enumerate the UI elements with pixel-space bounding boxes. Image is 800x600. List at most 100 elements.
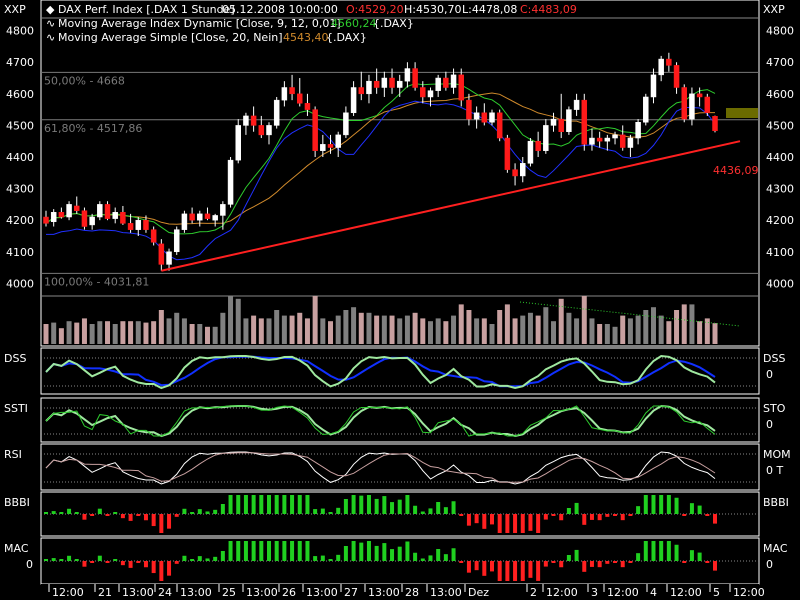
bbbi-bar (44, 512, 48, 514)
candle-body (643, 96, 649, 123)
macd-bar (566, 555, 571, 561)
volume-bar (204, 326, 210, 344)
macd-bar (44, 559, 48, 561)
x-tick-label: 13:00 (306, 586, 338, 599)
candle-body (212, 215, 218, 221)
volume-bar (89, 324, 95, 344)
macd-bar (382, 543, 387, 561)
candle-body (504, 137, 511, 170)
bbbi-bar (459, 514, 464, 516)
macd-bar (67, 555, 72, 561)
bbbi-bar (366, 495, 371, 514)
macd-bar (643, 541, 648, 561)
volume-bar (481, 318, 487, 344)
candle-body (527, 140, 534, 164)
candle-body (573, 99, 580, 110)
macd-bar (482, 561, 487, 576)
candle-body (458, 74, 464, 101)
macd-bar (74, 559, 79, 561)
volume-bar (343, 310, 349, 344)
bbbi-bar (67, 508, 72, 514)
volume-bar (404, 315, 410, 344)
panel-frame (40, 397, 760, 443)
bbbi-bar (259, 495, 264, 514)
macd-bar (636, 553, 641, 561)
bbbi-bar (82, 514, 87, 520)
bbbi-bar (713, 514, 717, 524)
volume-bar (566, 312, 572, 344)
candle-body (250, 115, 257, 126)
candle-body (396, 80, 403, 88)
macd-bar (597, 561, 602, 568)
y-tick-left: 4400 (6, 151, 34, 164)
x-tick-label: 12:00 (733, 586, 765, 599)
panel-value-right: 0 (766, 368, 773, 381)
volume-bar (497, 310, 503, 344)
volume-bar (58, 328, 64, 344)
volume-bar (289, 315, 295, 344)
macd-bar (343, 546, 348, 561)
bbbi-bar (51, 511, 56, 514)
candle-body (520, 163, 526, 177)
candle-body (558, 118, 564, 132)
volume-bar (74, 322, 80, 344)
y-tick-left: 4200 (6, 214, 34, 227)
macd-bar (190, 559, 195, 561)
volume-bar (166, 318, 172, 344)
macd-bar (97, 555, 102, 561)
indicator-panel: SSTI STO 0 (4, 397, 786, 443)
x-tick-label: 13:00 (180, 586, 212, 599)
x-tick-label: 4 (650, 586, 657, 599)
macd-bar (536, 561, 541, 581)
volume-bar (581, 296, 587, 344)
candle-body (566, 109, 572, 132)
panel-label-right: STO (763, 402, 786, 415)
bbbi-bar (282, 495, 287, 514)
bbbi-bar (313, 509, 318, 514)
bbbi-bar (574, 502, 579, 514)
x-tick-label: 21 (98, 586, 112, 599)
macd-bar (290, 541, 295, 561)
candle-body (619, 134, 626, 148)
bbbi-bar (497, 514, 502, 533)
y-tick-right: 4400 (766, 151, 794, 164)
volume-bar (412, 312, 418, 344)
candle-body (627, 137, 634, 148)
legend-ma-simple-symbol: {.DAX} (326, 31, 367, 44)
y-tick-left: 4500 (6, 119, 34, 132)
macd-bar (682, 561, 687, 563)
macd-bar (320, 555, 325, 561)
bbbi-bar (697, 505, 702, 514)
bbbi-bar (136, 514, 141, 516)
macd-bar (205, 558, 210, 561)
candle-body (443, 77, 449, 88)
candle-body (681, 87, 687, 120)
volume-bar (351, 307, 357, 344)
bbbi-bar (197, 509, 202, 514)
x-tick-label: 12:00 (52, 586, 84, 599)
candle-body (66, 204, 72, 218)
support-trendline (161, 140, 741, 272)
bbbi-bar (320, 508, 325, 514)
volume-bar (674, 310, 680, 344)
candle-body (158, 243, 165, 265)
volume-bar (489, 324, 495, 344)
bbbi-bar (190, 512, 195, 514)
x-tick-label: 28 (405, 586, 419, 599)
volume-bar (643, 310, 649, 344)
candle-body (481, 112, 488, 123)
macd-bar (328, 559, 333, 561)
macd-bar (505, 561, 510, 581)
macd-bar (513, 561, 518, 581)
volume-bar (551, 321, 557, 344)
volume-bar (612, 326, 618, 344)
macd-bar (366, 541, 371, 561)
macd-bar (666, 541, 671, 561)
macd-bar (267, 541, 271, 561)
bbbi-bar (490, 514, 494, 525)
bbbi-bar (451, 501, 456, 514)
bbbi-bar (113, 512, 118, 514)
macd-bar (151, 561, 156, 574)
panel-value-right: 0 (766, 558, 773, 571)
bbbi-bar (605, 514, 610, 517)
